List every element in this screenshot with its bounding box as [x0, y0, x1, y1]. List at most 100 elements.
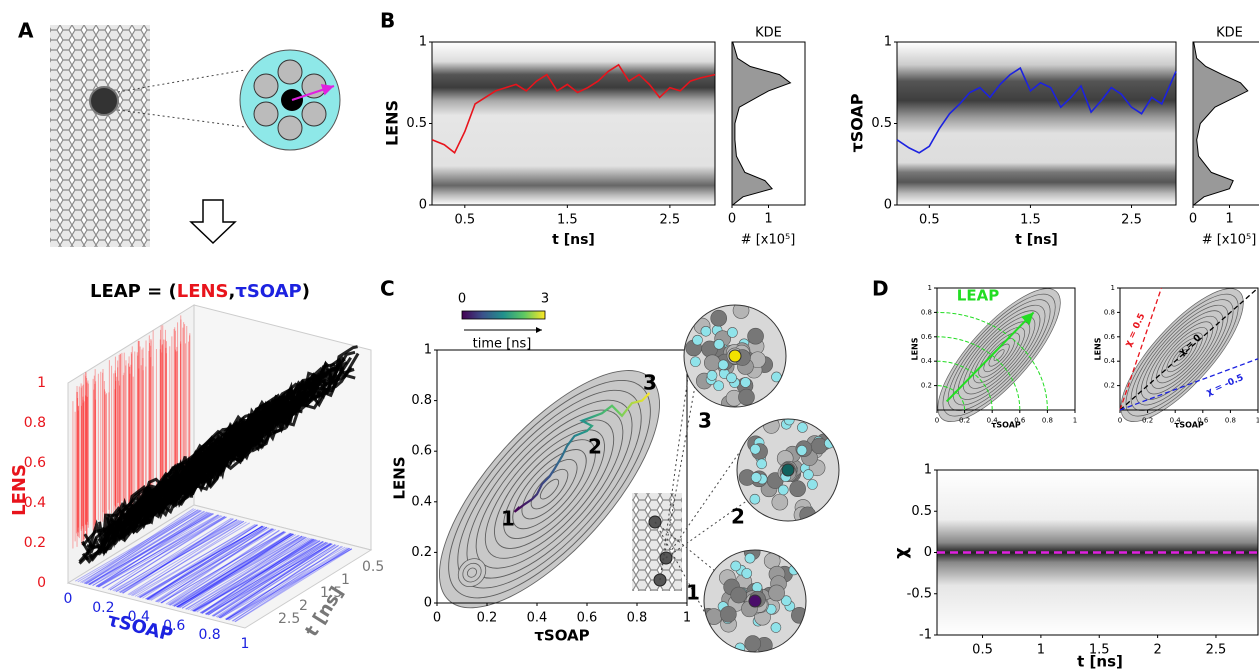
tsoap-projection	[89, 512, 213, 586]
panel-label: D	[872, 277, 889, 301]
cyan-atom	[730, 560, 742, 572]
tsoap-projection	[206, 542, 328, 615]
panel-label: B	[380, 9, 395, 33]
tsoap-projection	[187, 538, 313, 611]
wall-atom	[732, 305, 750, 319]
x-tick-label: 0	[433, 610, 441, 625]
tsoap-projection	[176, 534, 297, 608]
x-tick-label: 2.5	[660, 212, 681, 227]
cyan-atom	[749, 493, 761, 505]
tsoap-projection	[218, 542, 331, 619]
tsoap-projection	[119, 519, 240, 593]
tsoap-projection	[228, 548, 352, 621]
tsoap-projection	[208, 540, 323, 616]
x-tick-label: 0.4	[128, 609, 150, 625]
y-tick-label: 0.2	[411, 545, 432, 560]
z-tick-label: 0.4	[24, 495, 46, 511]
tsoap-projection	[146, 526, 267, 600]
tsoap-projection	[115, 520, 243, 593]
x-axis-label: t [ns]	[552, 232, 595, 248]
tsoap-projection	[176, 535, 300, 608]
panel-label: C	[380, 277, 395, 301]
tsoap-projection	[225, 548, 353, 620]
contour	[1151, 321, 1214, 389]
y-tick-label: 0.4	[1104, 357, 1116, 365]
tsoap-projection	[139, 525, 264, 599]
x-tick-label: 1	[1073, 416, 1077, 424]
cyan-atom	[741, 568, 753, 579]
tsoap-projection	[193, 539, 318, 612]
tsoap-projection	[199, 541, 327, 614]
contour	[448, 379, 651, 599]
tsoap-projection	[181, 533, 294, 609]
z-tick-label: 0.8	[24, 415, 46, 431]
z-tick-label: 1	[37, 375, 46, 391]
radius-arrow	[291, 84, 335, 101]
tsoap-projection	[172, 532, 292, 607]
y-tick-label: 0.4	[411, 494, 432, 509]
formula-suffix: )	[302, 281, 310, 302]
cyan-atom	[713, 339, 725, 350]
tsoap-projection	[98, 514, 220, 588]
tsoap-projection	[212, 542, 329, 617]
contour	[503, 439, 596, 540]
y-tick-label: 0.6	[921, 333, 933, 341]
x-tick-label: 0	[64, 591, 73, 607]
formula-prefix: LEAP = (	[90, 281, 177, 302]
y-axis-label: χ	[891, 547, 912, 559]
cyan-atom	[726, 372, 737, 384]
x-tick-label: 0.4	[987, 416, 999, 424]
contour	[512, 449, 587, 530]
panel-label: A	[18, 19, 34, 43]
x-tick-label: 0.5	[454, 212, 475, 227]
tsoap-projection	[118, 520, 241, 593]
contour	[1176, 349, 1188, 361]
x-tick-label: 0	[935, 416, 939, 424]
x-tick-label: 0.5	[919, 212, 940, 227]
molecule-snapshot	[684, 305, 786, 407]
contour	[952, 304, 1046, 406]
cyan-atom	[700, 325, 712, 337]
tsoap-projection	[107, 514, 220, 590]
tsoap-projection	[167, 530, 280, 606]
tsoap-projection	[139, 524, 258, 598]
tsoap-projection	[122, 518, 234, 594]
tsoap-projection	[138, 525, 263, 598]
tsoap-projection	[201, 541, 324, 614]
tsoap-projection	[147, 526, 265, 601]
cyan-atom	[797, 422, 808, 433]
y-tick-label: 0	[924, 545, 932, 560]
axes-frame	[936, 287, 1076, 411]
tsoap-projection	[219, 546, 346, 619]
tsoap-projection	[217, 543, 333, 618]
y-tick-label: 0.6	[1104, 333, 1116, 341]
x-tick-label: 0.6	[1014, 416, 1026, 424]
tsoap-projection	[218, 544, 336, 619]
tsoap-projection	[139, 525, 263, 599]
tracked-atom	[748, 594, 762, 608]
zoom-line	[117, 109, 246, 128]
zoom-line	[665, 439, 749, 559]
x-tick-label: 0.2	[1142, 416, 1153, 424]
y-tick-label: 0.5	[911, 504, 932, 519]
tsoap-projection	[190, 535, 303, 611]
tsoap-projection	[92, 514, 219, 586]
cyan-atom	[770, 622, 782, 633]
contour	[1125, 293, 1239, 417]
y-tick-label: 1	[424, 343, 432, 358]
y-tick-label: 0.6	[411, 444, 432, 459]
cyan-atom	[734, 642, 746, 652]
x-tick-label: 0	[728, 212, 736, 227]
cyan-atom	[727, 327, 738, 338]
tsoap-projection	[121, 518, 234, 594]
tsoap-projection	[86, 509, 199, 585]
tsoap-projection	[226, 544, 337, 621]
z-tick-label: 0.6	[24, 455, 46, 471]
tsoap-projection	[102, 516, 226, 589]
tsoap-projection	[170, 533, 295, 606]
tsoap-projection	[122, 520, 245, 594]
leap-arrow	[945, 311, 1035, 403]
tsoap-projection	[145, 526, 267, 600]
trajectory-marker: 1	[501, 507, 515, 531]
kde-area	[1192, 41, 1249, 206]
